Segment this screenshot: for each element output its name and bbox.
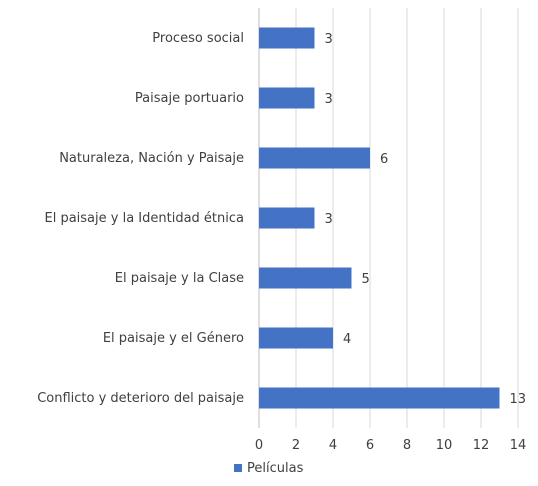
bars-group [259,27,500,409]
data-label-1: 3 [325,92,333,107]
x-tick-label-2: 2 [292,438,300,453]
bar-6 [259,387,500,409]
bar-4 [259,267,352,289]
legend-label: Películas [247,461,304,476]
data-label-6: 13 [510,392,527,407]
legend: Películas [234,461,304,476]
category-label-1: Paisaje portuario [135,91,244,106]
data-label-2: 6 [380,152,388,167]
category-label-0: Proceso social [152,31,244,46]
category-label-2: Naturaleza, Nación y Paisaje [59,151,244,166]
bar-5 [259,327,333,349]
x-tick-label-8: 8 [403,438,411,453]
gridlines [258,8,519,428]
data-label-5: 4 [343,332,351,347]
x-axis-ticks: 0 2 4 6 8 10 12 14 [255,438,526,453]
data-label-0: 3 [325,32,333,47]
category-label-5: El paisaje y el Género [103,331,244,346]
x-tick-label-4: 4 [329,438,337,453]
data-labels: 3 3 6 3 5 4 13 [325,32,527,407]
x-tick-label-6: 6 [366,438,374,453]
data-label-4: 5 [362,272,370,287]
bar-1 [259,87,315,109]
category-label-3: El paisaje y la Identidad étnica [44,211,244,226]
x-tick-label-12: 12 [473,438,490,453]
legend-swatch [234,464,242,472]
x-tick-label-10: 10 [436,438,453,453]
x-tick-label-14: 14 [510,438,527,453]
bar-3 [259,207,315,229]
data-label-3: 3 [325,212,333,227]
x-tick-label-0: 0 [255,438,263,453]
bar-2 [259,147,370,169]
category-labels: Proceso social Paisaje portuario Naturalez… [37,31,244,406]
category-label-4: El paisaje y la Clase [115,271,244,286]
bar-0 [259,27,315,49]
category-label-6: Conflicto y deterioro del paisaje [37,391,244,406]
